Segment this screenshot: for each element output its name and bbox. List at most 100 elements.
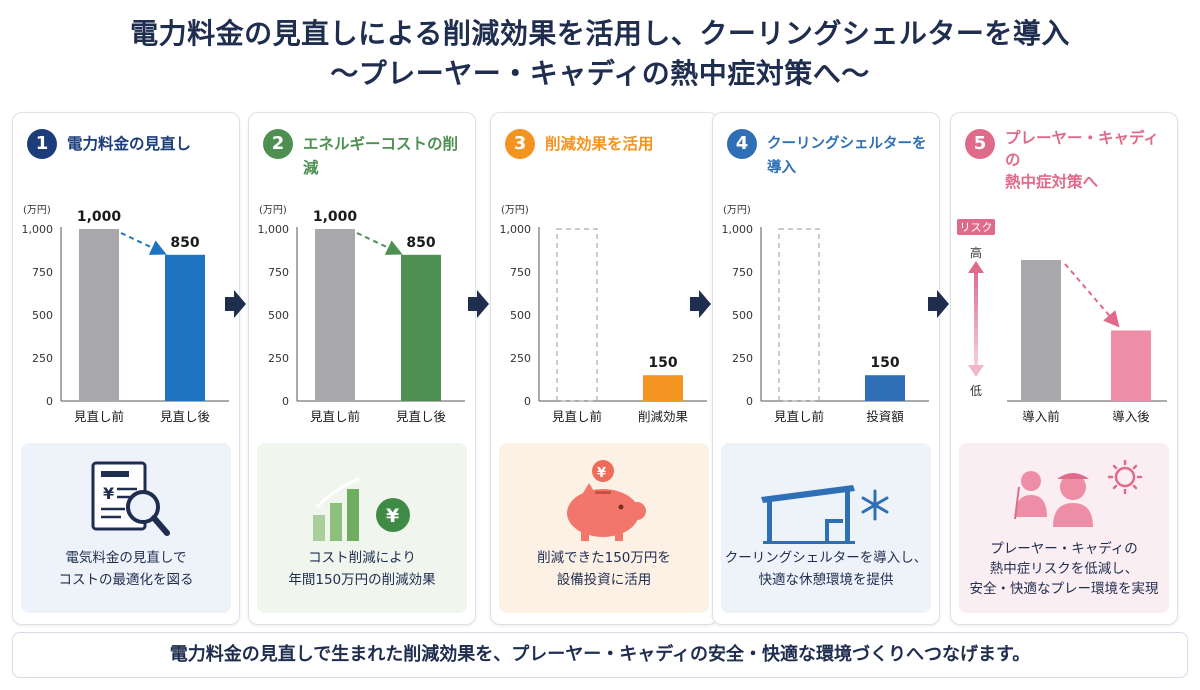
bar-outline: [778, 228, 820, 402]
y-tick-label: 1,000: [722, 223, 754, 236]
x-tick-label: 削減効果: [638, 409, 689, 424]
bar: [315, 229, 355, 401]
step-panel-2: 2 エネルギーコストの削減 (万円) 0 250 500 750 1,000 1,000 見直…: [248, 112, 476, 625]
x-tick-label: 導入前: [1022, 409, 1060, 424]
step-header: 3 削減効果を活用: [505, 129, 709, 175]
info-box: ¥ コスト削減により 年間150万円の削減効果: [257, 443, 467, 613]
bar: [165, 254, 205, 401]
step-panel-1: 1 電力料金の見直し (万円) 0 250 500 750 1,000 1,000 見直し前 8…: [12, 112, 240, 625]
info-text: クーリングシェルターを導入し、 快適な休憩環境を提供: [724, 550, 928, 588]
risk-badge-label: リスク: [960, 221, 993, 234]
data-label: 850: [170, 235, 199, 251]
y-tick-label: 0: [46, 395, 53, 408]
data-label: 150: [648, 355, 677, 371]
step-number-badge: 2: [263, 129, 293, 159]
chart-4: (万円) 0 250 500 750 1,000 見直し前 150 投資額: [722, 205, 929, 424]
x-tick-label: 見直し後: [160, 409, 211, 424]
y-tick-label: 1,000: [500, 223, 532, 236]
x-tick-label: 見直し後: [396, 409, 447, 424]
y-tick-label: 0: [746, 395, 753, 408]
bar-outline: [556, 228, 598, 402]
bar: [401, 254, 441, 401]
step-number-badge: 4: [727, 129, 757, 159]
step-panel-4: 4 クーリングシェルターを導入 (万円) 0 250 500 750 1,000 見直し前 1…: [712, 112, 940, 625]
risk-high-label: 高: [970, 245, 982, 260]
bill-magnifier-icon: ¥: [91, 461, 170, 536]
step-number-badge: 3: [505, 129, 535, 159]
y-tick-label: 250: [32, 352, 53, 365]
x-tick-label: 投資額: [866, 409, 904, 424]
trend-arrow: [356, 232, 403, 255]
step-number-badge: 1: [27, 129, 57, 159]
step-header: 5 プレーヤー・キャディの 熱中症対策へ: [965, 129, 1169, 191]
chevron-right-icon: [690, 290, 711, 318]
y-tick-label: 0: [282, 395, 289, 408]
step-title: 電力料金の見直し: [67, 135, 192, 153]
page-title: 電力料金の見直しによる削減効果を活用し、クーリングシェルターを導入 〜プレーヤー…: [0, 14, 1200, 94]
info-box: ¥ 電気料金の見直しで コストの最適化を図る: [21, 443, 231, 613]
footer-summary: 電力料金の見直しで生まれた削減効果を、プレーヤー・キャディの安全・快適な環境づく…: [12, 632, 1188, 678]
chevron-right-icon: [928, 290, 949, 318]
step-header: 4 クーリングシェルターを導入: [727, 129, 931, 176]
step-title: クーリングシェルターを導入: [767, 136, 927, 176]
risk-down-arrowhead: [968, 365, 984, 377]
chart-2: (万円) 0 250 500 750 1,000 1,000 見直し前 850 見直し後: [258, 205, 465, 424]
y-tick-label: 500: [510, 309, 531, 322]
info-box: クーリングシェルターを導入し、 快適な休憩環境を提供: [721, 443, 931, 613]
y-tick-label: 1,000: [258, 223, 290, 236]
y-axis-unit: (万円): [23, 205, 51, 216]
step-title: エネルギーコストの削減: [303, 135, 459, 177]
shelter-snowflake-icon: [761, 485, 889, 544]
title-main: 電力料金の見直しによる削減効果を活用し、クーリングシェルターを導入: [130, 17, 1070, 50]
step-title: 削減効果を活用: [545, 135, 654, 153]
info-text: 電気料金の見直しで コストの最適化を図る: [58, 550, 194, 588]
step-title: プレーヤー・キャディの 熱中症対策へ: [1005, 129, 1159, 191]
y-axis-unit: (万円): [259, 205, 287, 216]
data-label: 150: [870, 355, 899, 371]
svg-text:¥: ¥: [386, 505, 399, 527]
risk-low-label: 低: [970, 384, 982, 398]
risk-up-arrowhead: [968, 261, 984, 273]
chart-3: (万円) 0 250 500 750 1,000 見直し前 150 削減効果: [500, 205, 707, 424]
info-box: ¥ 削減できた150万円を 設備投資に活用: [499, 443, 709, 613]
x-tick-label: 見直し前: [774, 409, 824, 424]
y-tick-label: 500: [732, 309, 753, 322]
bar: [79, 229, 119, 401]
trend-arrow: [120, 232, 167, 255]
step-panel-5: 5 プレーヤー・キャディの 熱中症対策へ リスク高低導入前 導入後 プレーヤー・キ…: [950, 112, 1178, 625]
x-tick-label: 見直し前: [552, 409, 602, 424]
piggy-bank-icon: ¥: [567, 460, 646, 541]
players-sun-icon: [1014, 459, 1143, 527]
y-tick-label: 1,000: [22, 223, 54, 236]
info-box: プレーヤー・キャディの 熱中症リスクを低減し、 安全・快適なプレー環境を実現: [959, 443, 1169, 613]
y-tick-label: 250: [732, 352, 753, 365]
risk-badge: [957, 219, 995, 235]
x-tick-label: 見直し前: [74, 409, 124, 424]
y-tick-label: 750: [268, 266, 289, 279]
y-axis-unit: (万円): [501, 205, 529, 216]
y-tick-label: 250: [510, 352, 531, 365]
y-tick-label: 0: [524, 395, 531, 408]
bar: [865, 375, 905, 401]
risk-scale-bar: [974, 269, 978, 369]
info-text: 削減できた150万円を 設備投資に活用: [537, 550, 671, 588]
data-label: 850: [406, 235, 435, 251]
data-label: 1,000: [77, 209, 122, 225]
bar: [1021, 259, 1061, 401]
chart-1: (万円) 0 250 500 750 1,000 1,000 見直し前 850 見直し後: [22, 205, 229, 424]
trend-arrow: [1064, 263, 1120, 328]
info-text: プレーヤー・キャディの 熱中症リスクを低減し、 安全・快適なプレー環境を実現: [969, 541, 1159, 597]
x-tick-label: 導入後: [1112, 409, 1150, 424]
step-number-badge: 5: [965, 129, 995, 159]
step-header: 2 エネルギーコストの削減: [263, 129, 467, 177]
svg-text:¥: ¥: [103, 484, 114, 503]
data-label: 1,000: [313, 209, 358, 225]
step-header: 1 電力料金の見直し: [27, 129, 231, 175]
svg-text:¥: ¥: [597, 466, 606, 481]
info-text: コスト削減により 年間150万円の削減効果: [288, 550, 436, 588]
y-tick-label: 750: [32, 266, 53, 279]
bar: [643, 375, 683, 401]
y-tick-label: 750: [732, 266, 753, 279]
x-tick-label: 見直し前: [310, 409, 360, 424]
